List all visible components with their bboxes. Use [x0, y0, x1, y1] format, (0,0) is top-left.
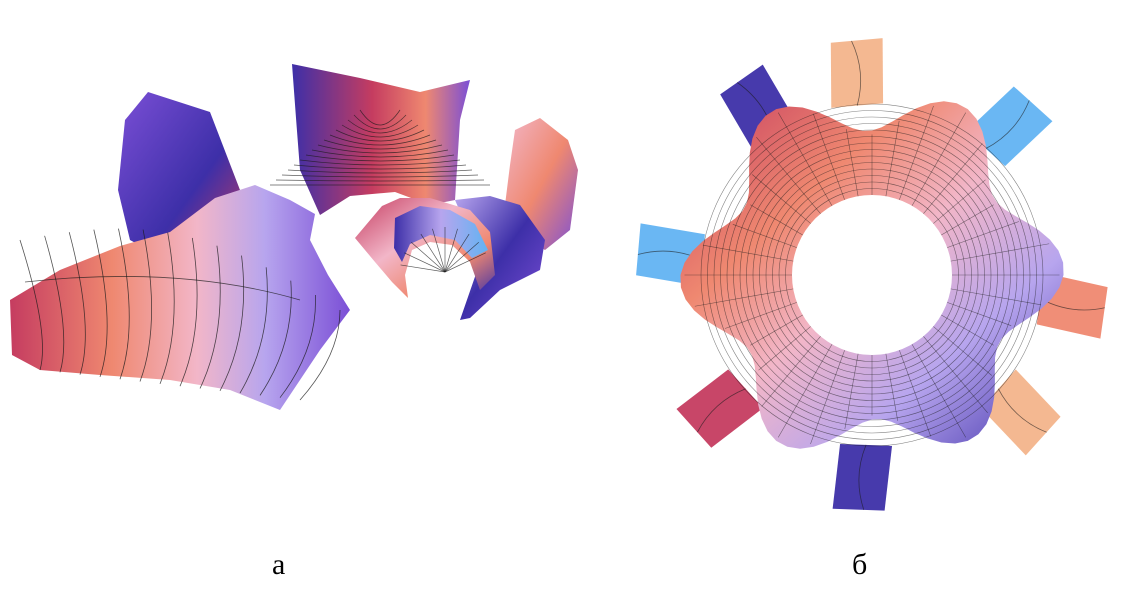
- mesh-line: [299, 159, 461, 166]
- mesh-line: [777, 112, 833, 206]
- surface-sweep-front: [10, 185, 350, 410]
- mesh-line: [923, 336, 988, 413]
- mesh-line: [933, 326, 992, 376]
- mesh-line: [702, 244, 794, 262]
- mesh-line: [885, 120, 900, 197]
- mesh-line: [858, 444, 867, 510]
- surface-fin: [966, 86, 1053, 167]
- mesh-line: [941, 314, 994, 346]
- mesh-line: [750, 314, 803, 346]
- surface-cup-inner-blue: [394, 206, 488, 262]
- panel-b-surface: [636, 38, 1108, 511]
- mesh-line: [851, 40, 862, 106]
- mesh-line: [317, 144, 443, 154]
- mesh-line: [139, 229, 152, 382]
- mesh-line: [199, 245, 221, 389]
- mesh-line: [950, 243, 1050, 262]
- mesh-line: [341, 124, 419, 138]
- mesh-line: [844, 353, 859, 430]
- mesh-line: [259, 280, 292, 396]
- mesh-line: [950, 288, 1042, 306]
- mesh-line: [997, 388, 1047, 433]
- mesh-line: [305, 154, 455, 162]
- mesh-line: [694, 288, 794, 307]
- panel-a-surface: [10, 64, 578, 410]
- mesh-line: [323, 139, 437, 150]
- mesh-line: [420, 233, 446, 273]
- mesh-line: [444, 241, 479, 273]
- surface-saddle-top: [292, 64, 470, 215]
- mesh-lines-b: [684, 103, 1060, 447]
- mesh-line: [335, 129, 425, 142]
- mesh-line: [329, 134, 431, 146]
- surface-fin: [676, 369, 764, 448]
- mesh-line: [239, 267, 268, 394]
- panel-label-a: а: [272, 548, 286, 581]
- mesh-line: [752, 174, 811, 224]
- mesh-line: [724, 302, 797, 329]
- mesh-line: [911, 112, 967, 206]
- mesh-line: [697, 388, 746, 433]
- mesh-line: [353, 114, 407, 130]
- mesh-line: [947, 221, 1020, 248]
- mesh-line: [432, 228, 446, 273]
- mesh-line: [411, 241, 446, 273]
- mesh-line: [179, 237, 198, 387]
- surface-fin: [830, 38, 884, 108]
- mesh-line: [279, 295, 316, 398]
- mesh-line: [444, 252, 486, 273]
- mesh-line: [359, 109, 401, 126]
- mesh-line: [813, 113, 845, 200]
- mesh-line: [400, 264, 446, 273]
- surface-ring: [680, 101, 1064, 449]
- mesh-line: [758, 326, 811, 371]
- surface-fin: [980, 369, 1061, 456]
- surface-fin: [832, 443, 893, 511]
- mesh-line: [750, 204, 803, 236]
- mesh-line: [923, 143, 983, 214]
- mesh-line: [299, 309, 341, 401]
- mesh-line: [885, 353, 899, 421]
- mesh-lines-a: [19, 109, 490, 401]
- mesh-line: [941, 204, 994, 236]
- mesh-line: [761, 336, 821, 407]
- mesh-line: [24, 276, 301, 301]
- mesh-line: [159, 232, 175, 384]
- mesh-line: [347, 119, 413, 134]
- mesh-line: [311, 149, 449, 158]
- mesh-line: [985, 100, 1030, 150]
- mesh-line: [404, 252, 446, 273]
- mesh-line: [947, 302, 1012, 326]
- mesh-line: [44, 235, 65, 373]
- mesh-line: [732, 224, 797, 248]
- panel-label-b: б: [852, 548, 868, 581]
- mesh-line: [899, 105, 934, 200]
- mesh-line: [293, 164, 467, 170]
- mesh-line: [756, 137, 821, 214]
- mesh-line: [287, 169, 473, 174]
- mesh-line: [777, 344, 833, 438]
- mesh-line: [281, 174, 479, 178]
- mesh-line: [19, 239, 43, 371]
- mesh-line: [810, 350, 845, 445]
- mesh-line: [933, 179, 986, 224]
- mesh-line: [899, 350, 931, 437]
- mesh-line: [118, 228, 130, 380]
- mesh-line: [68, 232, 86, 375]
- mesh-line: [275, 179, 485, 182]
- mesh-line: [911, 344, 967, 438]
- mesh-line: [93, 229, 108, 378]
- mesh-line: [444, 228, 458, 273]
- mesh-line: [219, 255, 245, 391]
- mesh-line: [845, 129, 859, 197]
- mesh-line: [444, 233, 470, 273]
